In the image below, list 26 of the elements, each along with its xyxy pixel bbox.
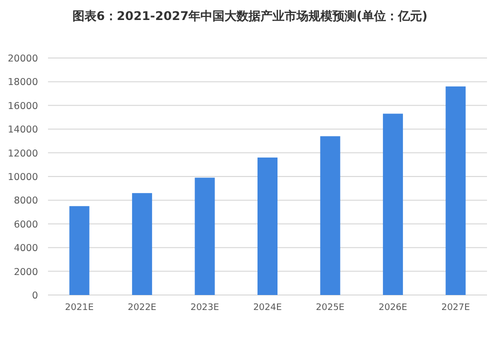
x-tick-label: 2022E (128, 303, 157, 313)
x-tick-label: 2026E (378, 303, 408, 313)
x-tick-label: 2027E (441, 303, 470, 313)
chart-title: 图表6：2021-2027年中国大数据产业市场规模预测(单位：亿元) (72, 9, 428, 23)
y-tick-label: 12000 (8, 148, 38, 160)
y-tick-label: 4000 (14, 243, 38, 254)
y-tick-label: 0 (32, 290, 38, 302)
bar (69, 206, 90, 295)
y-tick-label: 6000 (14, 219, 38, 230)
bar (132, 193, 152, 295)
y-tick-label: 8000 (14, 196, 38, 207)
bar (382, 114, 403, 295)
bar (258, 158, 278, 295)
y-tick-label: 14000 (8, 124, 38, 136)
y-tick-label: 18000 (8, 77, 38, 88)
bar (194, 178, 215, 295)
x-tick-label: 2023E (190, 303, 220, 313)
y-tick-label: 20000 (8, 54, 38, 64)
bar (320, 136, 340, 295)
bar (446, 86, 466, 295)
x-tick-label: 2024E (253, 303, 282, 313)
y-tick-label: 2000 (14, 266, 38, 278)
x-tick-label: 2025E (316, 303, 345, 313)
y-tick-label: 16000 (8, 100, 38, 112)
x-tick-label: 2021E (65, 303, 94, 313)
y-tick-label: 10000 (8, 172, 38, 183)
